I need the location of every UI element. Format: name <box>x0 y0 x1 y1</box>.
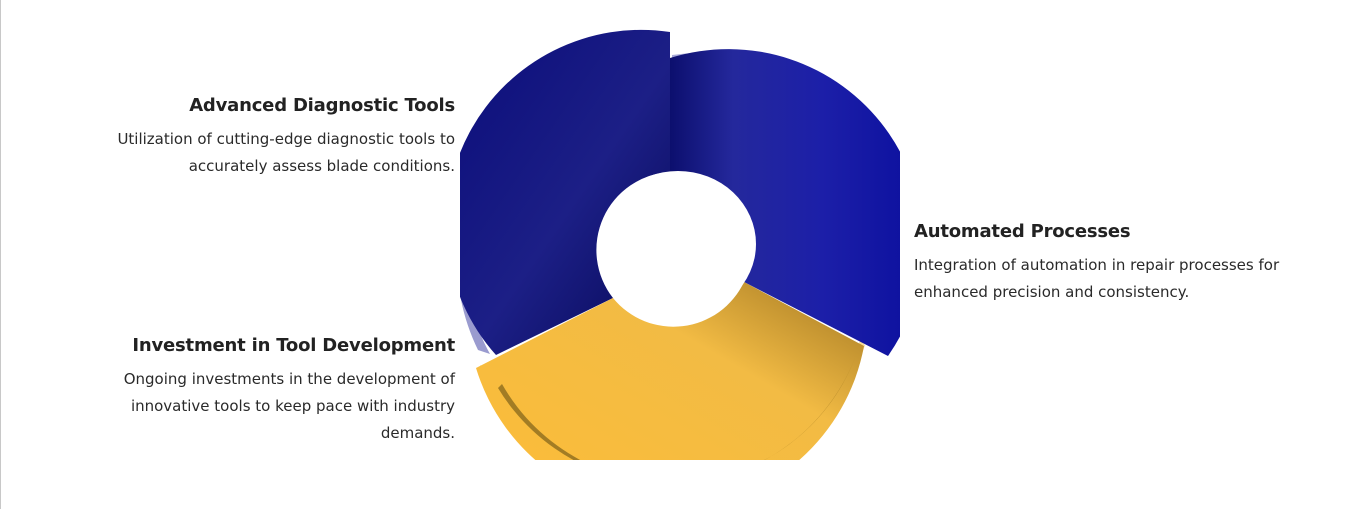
segment-automated-processes <box>670 49 924 357</box>
segment-title: Advanced Diagnostic Tools <box>189 95 455 116</box>
label-investment-in-tool-development: Investment in Tool Development Ongoing i… <box>90 335 455 447</box>
segment-description: Integration of automation in repair proc… <box>914 256 1280 301</box>
left-border <box>0 0 1 509</box>
label-automated-processes: Automated Processes Integration of autom… <box>914 221 1334 306</box>
segment-advanced-diagnostic-tools <box>446 29 670 355</box>
segment-description: Ongoing investments in the development o… <box>123 370 455 442</box>
segment-title: Automated Processes <box>914 221 1131 242</box>
ring-svg <box>446 29 924 509</box>
ring-center-hole <box>600 171 756 317</box>
segment-title: Investment in Tool Development <box>132 335 455 356</box>
cycle-ring-diagram <box>446 20 924 509</box>
segment-investment-tool-development <box>476 282 864 509</box>
segment-description: Utilization of cutting-edge diagnostic t… <box>117 130 455 175</box>
label-advanced-diagnostic-tools: Advanced Diagnostic Tools Utilization of… <box>90 95 455 180</box>
